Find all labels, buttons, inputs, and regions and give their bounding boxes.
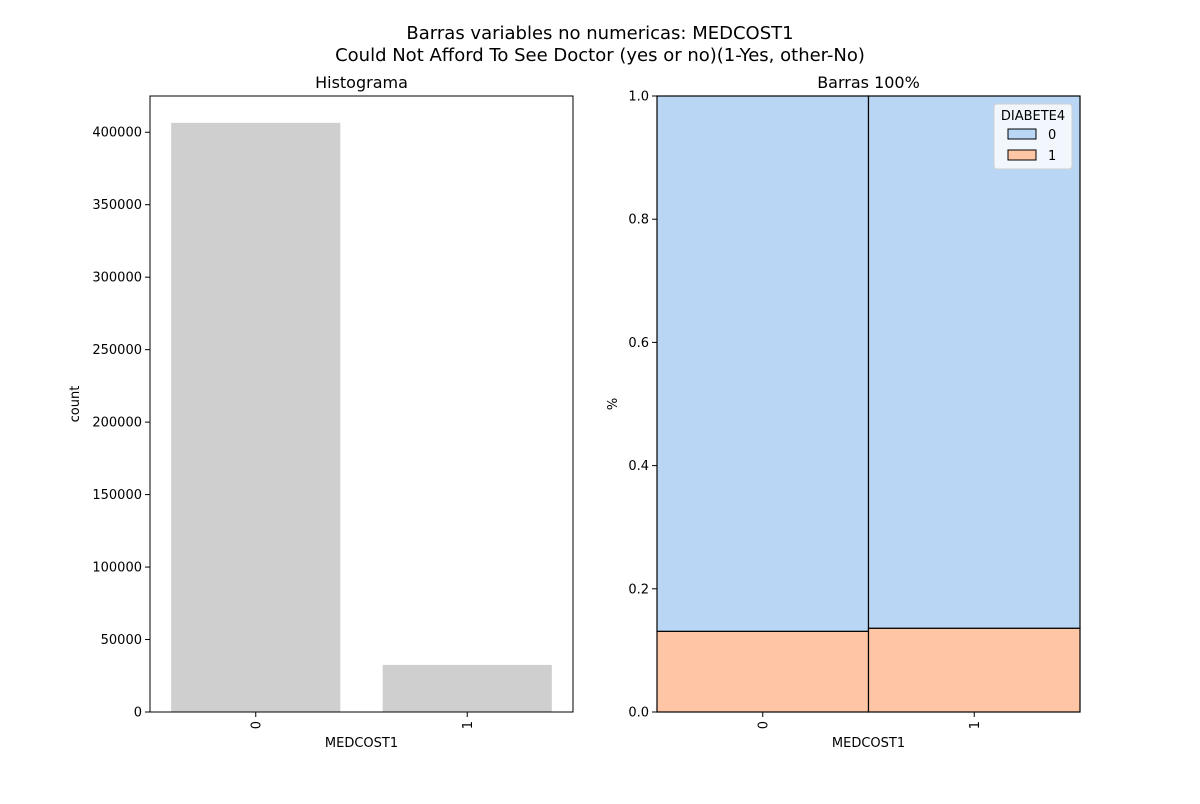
bar-1 xyxy=(382,664,552,712)
y-tick-label: 50000 xyxy=(101,633,142,648)
figure-title-line2: Could Not Afford To See Doctor (yes or n… xyxy=(335,45,865,66)
y-tick-label: 100000 xyxy=(92,561,142,576)
histogram-ylabel: count xyxy=(68,386,83,423)
bar-0 xyxy=(171,122,341,713)
stacked-chart-title: Barras 100% xyxy=(817,73,920,92)
histogram-title: Histograma xyxy=(315,73,408,92)
y-tick-label: 350000 xyxy=(92,198,142,213)
legend-label-0: 0 xyxy=(1048,128,1056,143)
stacked-bar-1-diabete4-1 xyxy=(867,627,1081,713)
x-tick-label: 1 xyxy=(968,721,983,729)
y-tick-label: 300000 xyxy=(92,271,142,286)
legend-title: DIABETE4 xyxy=(1001,109,1065,124)
stacked-plot-frame xyxy=(656,95,1081,713)
x-tick-label: 1 xyxy=(461,721,476,729)
histogram-chart: Histograma 0 50000 100000 150000 200000 25000… xyxy=(68,73,574,751)
stacked-ylabel: % xyxy=(606,398,621,410)
figure-title-line1: Barras variables no numericas: MEDCOST1 xyxy=(406,23,793,44)
legend-swatch-0 xyxy=(1007,128,1037,140)
histogram-plot-frame xyxy=(149,95,574,713)
y-tick-label: 0.4 xyxy=(628,459,649,474)
stacked-bar-0-diabete4-0 xyxy=(656,95,870,632)
stacked-bar-1-diabete4-0 xyxy=(867,95,1081,629)
stacked-xlabel: MEDCOST1 xyxy=(832,736,905,751)
x-tick-label: 0 xyxy=(249,721,264,729)
legend-label-1: 1 xyxy=(1048,149,1056,164)
stacked-bar-0-diabete4-1 xyxy=(656,630,870,713)
legend-swatch-1 xyxy=(1007,149,1037,161)
y-tick-label: 0.2 xyxy=(628,582,649,597)
y-tick-label: 0 xyxy=(134,706,142,721)
x-tick-label: 0 xyxy=(756,721,771,729)
y-tick-label: 250000 xyxy=(92,343,142,358)
y-tick-label: 0.6 xyxy=(628,336,649,351)
y-tick-label: 200000 xyxy=(92,416,142,431)
y-tick-label: 400000 xyxy=(92,126,142,141)
histogram-xlabel: MEDCOST1 xyxy=(325,736,398,751)
stacked-percent-chart: Barras 100% 0.0 0.2 0.4 0.6 0.8 1.0 0 1 MEDCOS… xyxy=(606,73,1081,751)
y-tick-label: 0.8 xyxy=(628,213,649,228)
y-tick-label: 150000 xyxy=(92,488,142,503)
y-tick-label: 0.0 xyxy=(628,706,649,721)
y-tick-label: 1.0 xyxy=(628,90,649,105)
legend: DIABETE4 0 1 xyxy=(993,103,1073,170)
